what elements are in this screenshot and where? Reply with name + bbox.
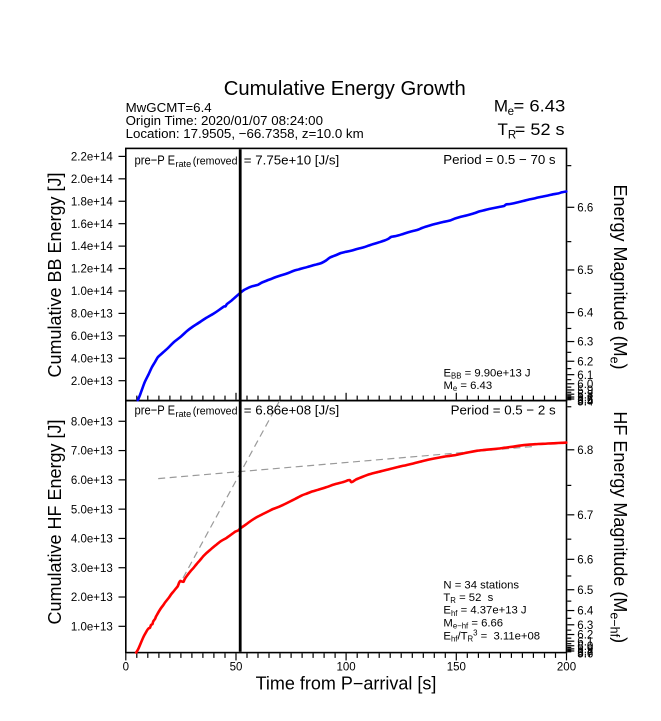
- svg-text:e: e: [508, 106, 514, 118]
- svg-text:8.0e+13: 8.0e+13: [71, 416, 113, 428]
- svg-text:7.0e+13: 7.0e+13: [71, 446, 113, 458]
- svg-text:4.0e+13: 4.0e+13: [71, 534, 113, 546]
- svg-text:6.0e+13: 6.0e+13: [71, 475, 113, 487]
- svg-text:1.0e+13: 1.0e+13: [71, 621, 113, 633]
- svg-text:(removed: (removed: [193, 406, 238, 418]
- svg-text:6.0: 6.0: [577, 641, 593, 653]
- svg-text:5.9: 5.9: [577, 385, 593, 397]
- svg-text:Period = 0.5 − 70 s: Period = 0.5 − 70 s: [443, 152, 556, 167]
- svg-text:6.0: 6.0: [577, 379, 593, 391]
- svg-text:2.0e+13: 2.0e+13: [71, 592, 113, 604]
- svg-text:5.6: 5.6: [577, 649, 593, 661]
- svg-text:pre−P E: pre−P E: [135, 403, 176, 418]
- svg-text:1.8e+14: 1.8e+14: [71, 196, 113, 208]
- svg-text:6.6: 6.6: [577, 554, 593, 566]
- svg-text:6.0e+13: 6.0e+13: [71, 331, 113, 343]
- svg-text:Origin Time: 2020/01/07 08:24:: Origin Time: 2020/01/07 08:24:00: [126, 113, 323, 128]
- svg-text:4.0e+13: 4.0e+13: [71, 353, 113, 365]
- svg-text:6.2: 6.2: [577, 356, 593, 368]
- svg-text:Me−hf = 6.66: Me−hf = 6.66: [443, 618, 503, 631]
- svg-text:Time from P−arrival [s]: Time from P−arrival [s]: [256, 674, 437, 694]
- svg-text:rate: rate: [175, 409, 191, 419]
- svg-text:2.0e+13: 2.0e+13: [71, 376, 113, 388]
- svg-text:5.0e+13: 5.0e+13: [71, 504, 113, 516]
- svg-text:Cumulative Energy Growth: Cumulative Energy Growth: [224, 77, 466, 100]
- svg-text:(removed: (removed: [193, 155, 238, 167]
- svg-text:150: 150: [447, 662, 466, 674]
- svg-text:2.2e+14: 2.2e+14: [71, 152, 113, 164]
- svg-text:6.4: 6.4: [577, 308, 594, 320]
- svg-text:0: 0: [123, 662, 129, 674]
- svg-text:EBB = 9.90e+13 J: EBB = 9.90e+13 J: [444, 367, 531, 380]
- svg-text:5.9: 5.9: [577, 644, 593, 656]
- svg-text:1.6e+14: 1.6e+14: [71, 219, 113, 231]
- svg-text:1.0e+14: 1.0e+14: [71, 286, 113, 298]
- svg-text:1.4e+14: 1.4e+14: [71, 241, 113, 253]
- svg-text:5.7: 5.7: [577, 648, 593, 660]
- svg-text:6.6: 6.6: [577, 202, 593, 214]
- svg-text:pre−P E: pre−P E: [135, 152, 176, 167]
- svg-text:6.5: 6.5: [577, 585, 593, 597]
- svg-text:5.7: 5.7: [577, 392, 593, 404]
- svg-text:= 6.86e+08 [J/s]: = 6.86e+08 [J/s]: [244, 403, 339, 418]
- svg-text:5.8: 5.8: [577, 389, 593, 401]
- svg-text:8.0e+13: 8.0e+13: [71, 309, 113, 321]
- svg-text:6.5: 6.5: [577, 265, 593, 277]
- svg-text:Location: 17.9505, −66.7358, z: Location: 17.9505, −66.7358, z=10.0 km: [126, 126, 364, 141]
- svg-text:5.5: 5.5: [577, 395, 593, 407]
- svg-text:TR = 52 s: TR = 52 s: [443, 592, 493, 605]
- svg-text:3.0e+13: 3.0e+13: [71, 563, 113, 575]
- svg-text:6.1: 6.1: [577, 370, 593, 382]
- svg-text:6.7: 6.7: [577, 510, 593, 522]
- svg-text:Me = 6.43: Me = 6.43: [444, 380, 493, 393]
- svg-text:HF Energy Magnitude (Me−hf): HF Energy Magnitude (Me−hf): [608, 411, 631, 643]
- svg-text:5.8: 5.8: [577, 646, 593, 658]
- svg-text:Period = 0.5 − 2 s: Period = 0.5 − 2 s: [451, 403, 556, 418]
- svg-text:200: 200: [557, 662, 576, 674]
- svg-text:100: 100: [337, 662, 356, 674]
- svg-text:= 52 s: = 52 s: [515, 120, 565, 139]
- svg-text:Ehf = 4.37e+13 J: Ehf = 4.37e+13 J: [443, 605, 526, 618]
- svg-text:= 6.43: = 6.43: [514, 96, 566, 115]
- svg-text:6.3: 6.3: [577, 620, 593, 632]
- svg-text:6.8: 6.8: [577, 445, 593, 457]
- svg-text:R: R: [508, 129, 516, 141]
- svg-text:Energy Magnitude (Me): Energy Magnitude (Me): [608, 184, 631, 369]
- svg-text:= 7.75e+10 [J/s]: = 7.75e+10 [J/s]: [244, 152, 339, 167]
- svg-text:1.2e+14: 1.2e+14: [71, 264, 113, 276]
- svg-text:6.2: 6.2: [577, 630, 593, 642]
- svg-text:6.1: 6.1: [577, 636, 593, 648]
- svg-text:5.6: 5.6: [577, 394, 593, 406]
- svg-text:M: M: [494, 96, 508, 115]
- svg-text:rate: rate: [175, 159, 191, 169]
- svg-text:Cumulative BB Energy [J]: Cumulative BB Energy [J]: [45, 172, 65, 377]
- svg-text:2.0e+14: 2.0e+14: [71, 174, 113, 186]
- svg-text:6.4: 6.4: [577, 606, 594, 618]
- svg-text:MwGCMT=6.4: MwGCMT=6.4: [126, 100, 212, 115]
- svg-text:T: T: [498, 120, 508, 139]
- svg-text:50: 50: [230, 662, 243, 674]
- svg-text:6.3: 6.3: [577, 337, 593, 349]
- svg-text:N = 34 stations: N = 34 stations: [443, 579, 519, 591]
- svg-text:Cumulative HF Energy [J]: Cumulative HF Energy [J]: [45, 419, 65, 624]
- svg-text:5.4: 5.4: [577, 396, 594, 408]
- svg-text:Ehf/TR3 = 3.11e+08: Ehf/TR3 = 3.11e+08: [443, 629, 540, 644]
